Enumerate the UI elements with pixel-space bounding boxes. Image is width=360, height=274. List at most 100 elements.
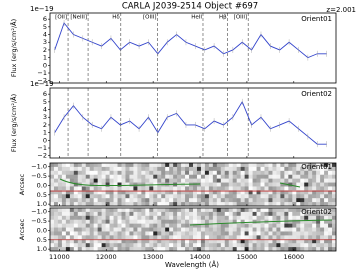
pixel <box>260 235 265 240</box>
pixel <box>252 198 257 203</box>
pixel <box>236 219 241 224</box>
pixel <box>280 186 285 191</box>
pixel <box>240 166 245 172</box>
pixel <box>113 208 118 213</box>
pixel <box>316 182 321 187</box>
pixel <box>216 219 222 224</box>
pixel <box>252 202 257 206</box>
pixel <box>177 202 182 206</box>
pixel <box>332 223 336 228</box>
pixel <box>260 186 265 191</box>
pixel <box>244 198 249 203</box>
pixel <box>81 186 87 191</box>
pixel <box>81 170 87 176</box>
pixel <box>256 231 261 236</box>
pixel <box>248 215 253 221</box>
pixel <box>272 208 277 213</box>
pixel <box>196 198 202 203</box>
legend: Orient02 <box>301 90 332 98</box>
pixel <box>216 182 222 187</box>
pixel <box>101 235 106 240</box>
pixel <box>308 198 313 203</box>
pixel <box>69 239 75 244</box>
pixel <box>73 231 79 236</box>
pixel <box>292 215 297 221</box>
pixel <box>169 247 174 251</box>
pixel <box>117 186 122 191</box>
pixel <box>165 219 170 224</box>
pixel <box>312 190 317 195</box>
pixel <box>324 219 329 224</box>
pixel <box>181 166 186 172</box>
pixel <box>220 223 226 228</box>
pixel <box>137 178 142 183</box>
pixel <box>332 166 336 172</box>
pixel <box>240 223 245 228</box>
pixel <box>193 247 198 251</box>
y-tick-label: 0 <box>43 61 47 69</box>
pixel <box>157 202 162 206</box>
pixel <box>173 235 178 240</box>
pixel <box>193 223 198 228</box>
emission-label: [OII] <box>55 15 67 21</box>
pixel <box>93 223 98 228</box>
pixel <box>304 202 309 206</box>
pixel <box>145 170 150 176</box>
pixel <box>73 194 79 199</box>
pixel <box>105 194 110 199</box>
pixel <box>236 190 241 195</box>
pixel <box>332 198 336 203</box>
pixel <box>296 190 301 195</box>
pixel <box>220 239 226 244</box>
pixel <box>77 231 83 236</box>
pixel <box>276 198 281 203</box>
pixel <box>316 190 321 195</box>
pixel <box>153 190 158 195</box>
y-tick-label: −2 <box>37 77 47 85</box>
pixel <box>89 211 94 217</box>
pixel <box>189 174 194 179</box>
pixel <box>300 219 305 224</box>
pixel <box>212 227 218 232</box>
pixel <box>113 178 118 183</box>
pixel <box>93 178 98 183</box>
pixel <box>165 235 170 240</box>
pixel <box>89 198 94 203</box>
pixel <box>280 178 285 183</box>
pixel <box>177 178 182 183</box>
pixel <box>161 194 166 199</box>
pixel <box>93 211 98 217</box>
pixel <box>85 227 91 232</box>
pixel <box>93 170 98 176</box>
pixel <box>105 215 110 221</box>
pixel <box>236 247 241 251</box>
pixel <box>228 239 234 244</box>
title: CARLA J2039-2514 Object #697 <box>122 2 258 12</box>
pixel <box>177 163 182 168</box>
pixel <box>196 219 202 224</box>
pixel <box>73 174 79 179</box>
pixel <box>181 239 186 244</box>
pixel <box>181 186 186 191</box>
pixel <box>65 223 71 228</box>
pixel <box>208 190 214 195</box>
pixel <box>129 243 134 248</box>
pixel <box>320 182 325 187</box>
pixel <box>50 227 55 232</box>
pixel <box>169 208 174 213</box>
pixel <box>308 247 313 251</box>
pixel <box>236 174 241 179</box>
pixel <box>113 194 118 199</box>
y-tick-label: −0.5 <box>31 217 47 225</box>
pixel <box>212 186 218 191</box>
pixel <box>232 166 237 172</box>
pixel <box>296 227 301 232</box>
pixel <box>141 219 146 224</box>
pixel <box>121 208 126 213</box>
pixel <box>185 194 190 199</box>
pixel <box>220 235 226 240</box>
pixel <box>240 219 245 224</box>
pixel <box>101 247 106 251</box>
pixel <box>153 211 158 217</box>
pixel <box>208 239 214 244</box>
